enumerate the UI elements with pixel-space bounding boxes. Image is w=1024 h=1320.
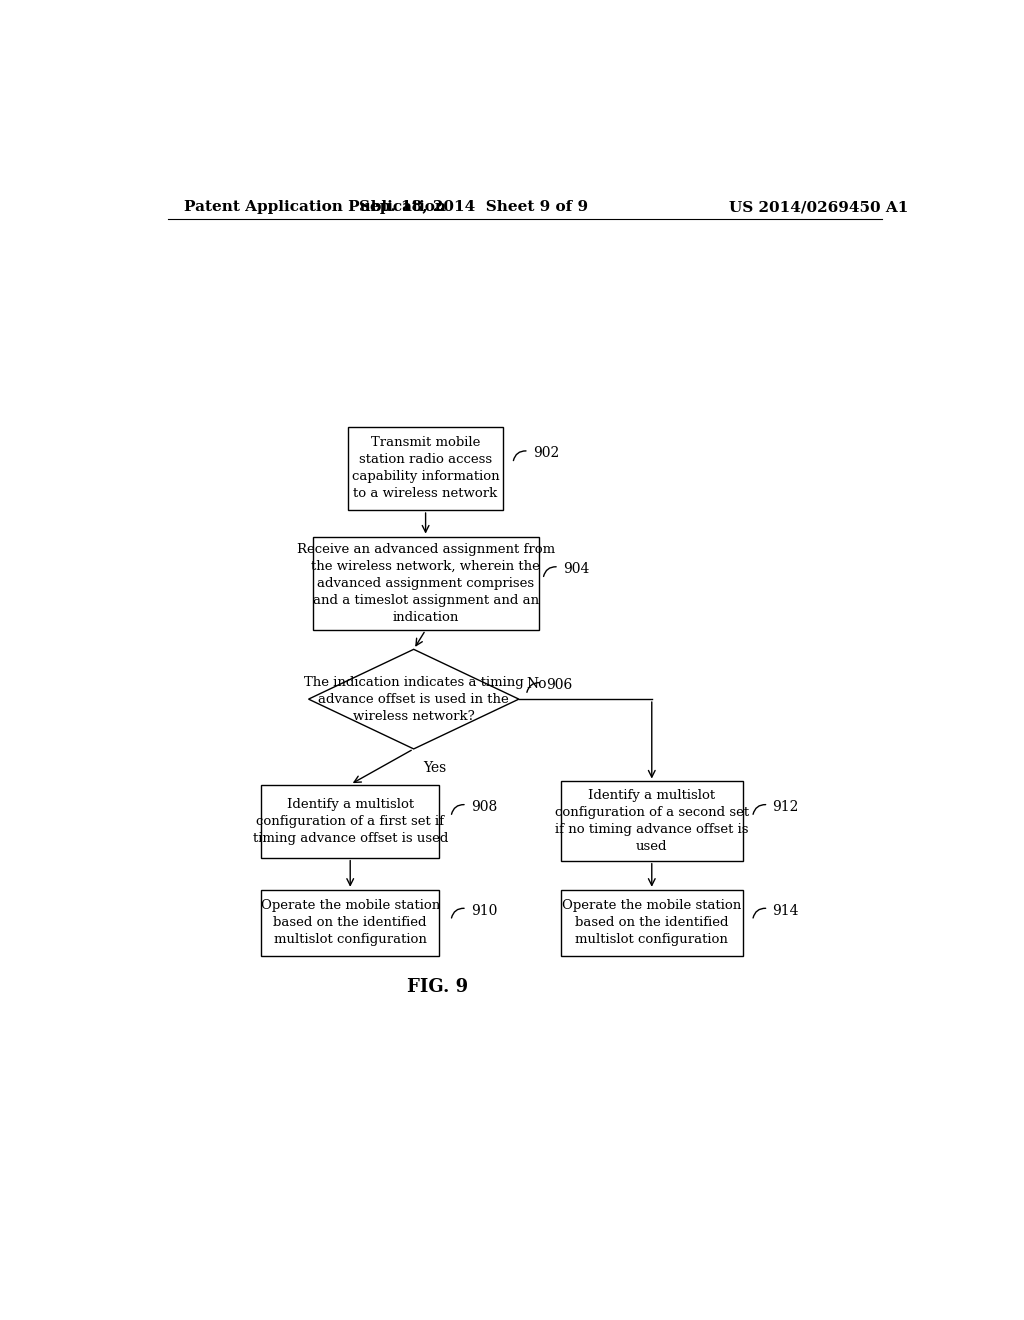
Text: Transmit mobile
station radio access
capability information
to a wireless networ: Transmit mobile station radio access cap… xyxy=(352,437,500,500)
Bar xyxy=(560,781,743,861)
Text: 902: 902 xyxy=(532,446,559,461)
Text: Sep. 18, 2014  Sheet 9 of 9: Sep. 18, 2014 Sheet 9 of 9 xyxy=(358,201,588,214)
Text: Operate the mobile station
based on the identified
multislot configuration: Operate the mobile station based on the … xyxy=(562,899,741,946)
Bar xyxy=(312,536,539,630)
Bar xyxy=(348,426,503,510)
Text: Identify a multislot
configuration of a second set
if no timing advance offset i: Identify a multislot configuration of a … xyxy=(555,789,749,853)
Text: 914: 914 xyxy=(772,903,799,917)
Text: US 2014/0269450 A1: US 2014/0269450 A1 xyxy=(729,201,908,214)
Bar xyxy=(261,890,439,956)
Text: FIG. 9: FIG. 9 xyxy=(407,978,468,995)
Text: Patent Application Publication: Patent Application Publication xyxy=(183,201,445,214)
Text: Receive an advanced assignment from
the wireless network, wherein the
advanced a: Receive an advanced assignment from the … xyxy=(297,543,555,624)
Bar xyxy=(560,890,743,956)
Polygon shape xyxy=(308,649,519,748)
Text: Yes: Yes xyxy=(423,762,446,775)
Text: No: No xyxy=(526,677,547,690)
Text: Operate the mobile station
based on the identified
multislot configuration: Operate the mobile station based on the … xyxy=(260,899,440,946)
Text: 906: 906 xyxy=(546,678,572,692)
Bar xyxy=(261,784,439,858)
Text: 908: 908 xyxy=(471,800,497,814)
Text: The indication indicates a timing
advance offset is used in the
wireless network: The indication indicates a timing advanc… xyxy=(304,676,523,722)
Text: 904: 904 xyxy=(563,562,589,576)
Text: 910: 910 xyxy=(471,903,498,917)
Text: Identify a multislot
configuration of a first set if
timing advance offset is us: Identify a multislot configuration of a … xyxy=(253,797,447,845)
Text: 912: 912 xyxy=(772,800,799,814)
